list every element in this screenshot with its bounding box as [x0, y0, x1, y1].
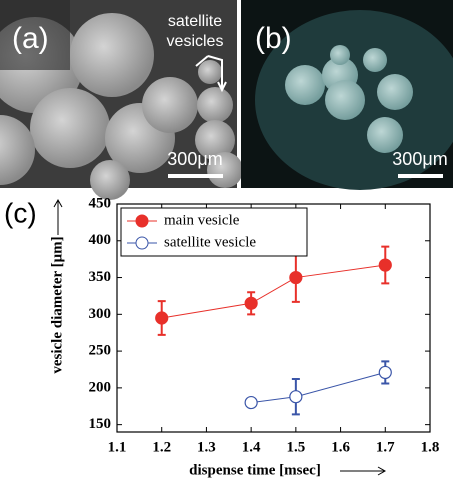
- point: [290, 391, 302, 403]
- point: [290, 272, 302, 284]
- arrow: [54, 200, 62, 235]
- arrow: [340, 467, 385, 475]
- x-tick-label: 1.5: [286, 439, 305, 455]
- legend-label: satellite vesicle: [164, 234, 256, 250]
- x-axis-label: dispense time [msec]: [189, 462, 321, 478]
- annotation: vesicles: [167, 33, 224, 50]
- point: [245, 297, 257, 309]
- x-tick-label: 1.2: [152, 439, 171, 455]
- panel-a: (a) satellite vesicles 300μm: [0, 0, 243, 200]
- point: [156, 312, 168, 324]
- x-tick-label: 1.1: [108, 439, 127, 455]
- figure: (a) satellite vesicles 300μm (b) 300μm (…: [0, 0, 453, 483]
- y-tick-label: 200: [89, 379, 112, 395]
- scale-bar: [168, 174, 223, 178]
- y-tick-label: 250: [89, 343, 112, 359]
- panel-label: (b): [255, 22, 292, 55]
- legend-marker: [136, 215, 148, 227]
- y-tick-label: 150: [89, 416, 112, 432]
- y-tick-label: 350: [89, 269, 112, 285]
- chart: 150 200 250 300 350 400 450 1.1 1.2 1.3 1.4 1.5 1.6 1…: [49, 195, 439, 478]
- point: [245, 397, 257, 409]
- x-tick-label: 1.6: [331, 439, 350, 455]
- y-tick-label: 400: [89, 232, 112, 248]
- x-tick-label: 1.8: [421, 439, 440, 455]
- scale-label: 300μm: [167, 149, 222, 169]
- series-line: [162, 265, 386, 318]
- panel-label: (c): [4, 197, 37, 228]
- scale-bar: [398, 174, 443, 178]
- y-axis-label: vesicle diameter [μm]: [49, 236, 65, 373]
- series-line: [251, 372, 385, 402]
- x-tick-label: 1.4: [242, 439, 261, 455]
- point: [379, 259, 391, 271]
- y-tick-label: 450: [89, 195, 112, 211]
- panel-label: (a): [12, 22, 49, 55]
- legend-marker: [136, 237, 148, 249]
- y-tick-label: 300: [89, 306, 112, 322]
- point: [379, 366, 391, 378]
- annotation: satellite: [168, 13, 222, 30]
- x-tick-label: 1.7: [376, 439, 395, 455]
- x-tick-label: 1.3: [197, 439, 216, 455]
- legend-label: main vesicle: [164, 212, 240, 228]
- scale-label: 300μm: [392, 149, 447, 169]
- panel-b: (b) 300μm: [241, 0, 453, 190]
